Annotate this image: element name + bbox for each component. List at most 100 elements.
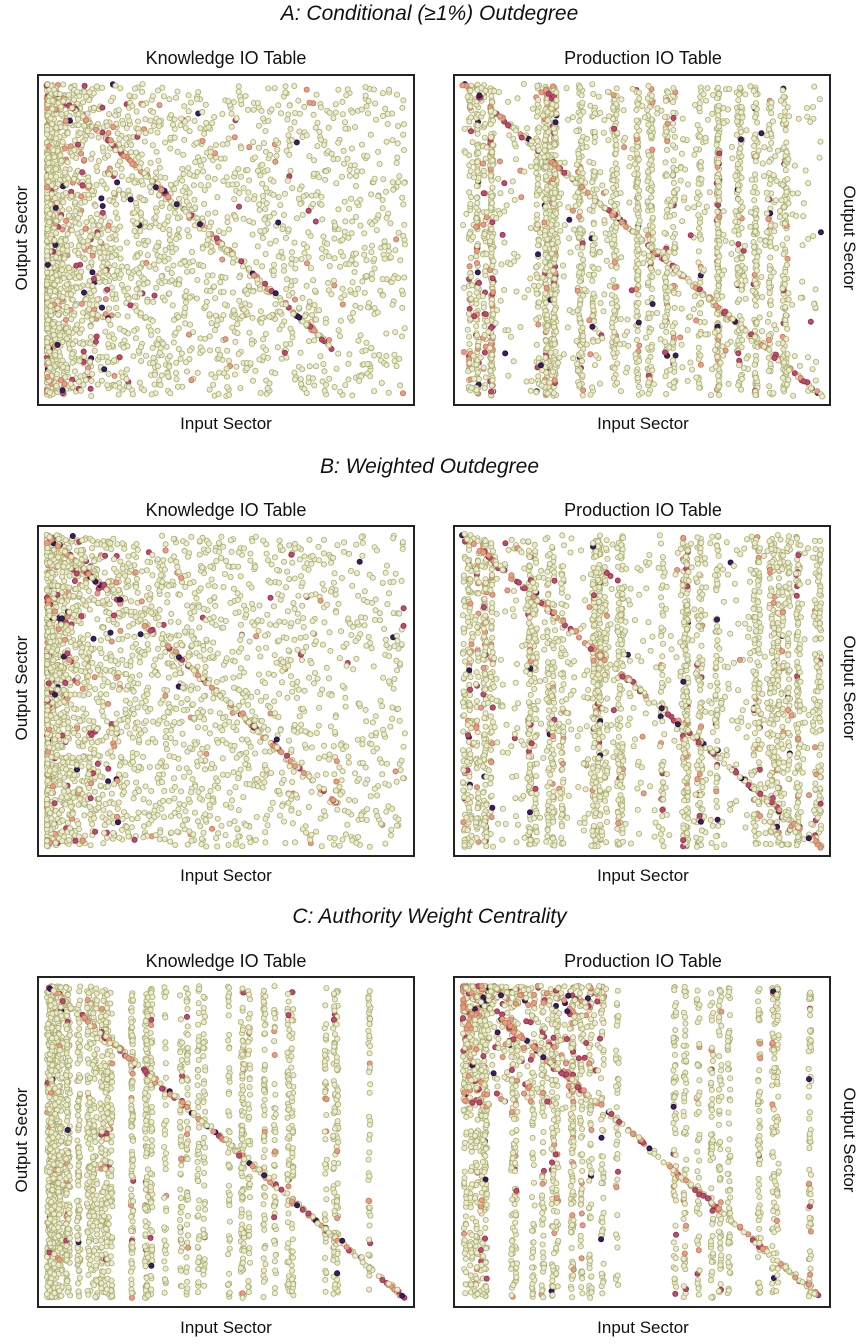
data-point — [47, 364, 54, 371]
data-point — [365, 97, 372, 104]
data-point — [753, 100, 760, 107]
data-point — [266, 380, 273, 387]
data-point — [45, 166, 52, 173]
data-point — [60, 81, 67, 88]
data-point — [481, 349, 488, 356]
data-point — [180, 151, 187, 158]
data-point — [117, 255, 124, 262]
data-point — [235, 350, 242, 357]
data-point — [222, 274, 229, 281]
data-point — [139, 88, 146, 95]
data-point — [669, 142, 676, 149]
data-point — [550, 368, 557, 375]
data-point — [106, 171, 113, 178]
data-point — [591, 271, 598, 278]
data-point — [734, 161, 741, 168]
data-point — [200, 262, 207, 269]
data-point — [277, 202, 284, 209]
data-point — [131, 327, 138, 334]
data-point — [298, 381, 305, 388]
data-point — [167, 145, 174, 152]
data-point — [212, 209, 219, 216]
data-point — [93, 301, 100, 308]
data-point — [466, 305, 473, 312]
data-point — [262, 330, 269, 337]
data-point — [127, 274, 134, 281]
data-point — [368, 242, 375, 249]
data-point — [63, 303, 70, 310]
data-point — [78, 193, 85, 200]
data-point — [102, 296, 109, 303]
data-point — [576, 117, 583, 124]
data-point — [174, 215, 181, 222]
data-point — [714, 275, 721, 282]
data-point — [173, 235, 180, 242]
data-point — [257, 172, 264, 179]
data-point — [87, 233, 94, 240]
data-point — [69, 341, 76, 348]
data-point — [59, 260, 66, 267]
data-point — [371, 175, 378, 182]
diagonal-point — [107, 137, 114, 144]
data-point — [752, 171, 759, 178]
data-point — [663, 147, 670, 154]
data-point — [783, 149, 790, 156]
data-point — [399, 304, 406, 311]
data-point — [305, 254, 312, 261]
data-point — [111, 335, 118, 342]
data-point — [228, 110, 235, 117]
data-point — [663, 128, 670, 135]
data-point — [357, 222, 364, 229]
data-point — [738, 109, 745, 116]
data-point — [549, 227, 556, 234]
data-point — [206, 347, 213, 354]
data-point — [144, 279, 151, 286]
data-point — [167, 112, 174, 119]
data-point — [68, 193, 75, 200]
panel-title-a-production: Production IO Table — [564, 48, 722, 68]
data-point — [579, 324, 586, 331]
data-point — [215, 163, 222, 170]
data-point — [220, 288, 227, 295]
data-point — [95, 231, 102, 238]
data-point — [252, 367, 259, 374]
data-point — [123, 135, 130, 142]
data-point — [123, 239, 130, 246]
data-point — [487, 238, 494, 245]
data-point — [165, 213, 172, 220]
data-point — [474, 269, 481, 276]
data-point — [96, 249, 103, 256]
data-point — [49, 121, 56, 128]
data-point — [312, 192, 319, 199]
data-point — [111, 272, 118, 279]
data-point — [185, 108, 192, 115]
data-point — [99, 84, 106, 91]
data-point — [87, 323, 94, 330]
data-point — [286, 102, 293, 109]
data-point — [336, 333, 343, 340]
data-point — [69, 296, 76, 303]
data-point — [45, 154, 52, 161]
data-point — [359, 168, 366, 175]
data-point — [187, 321, 194, 328]
data-point — [335, 206, 342, 213]
data-point — [204, 210, 211, 217]
data-point — [259, 263, 266, 270]
data-point — [105, 316, 112, 323]
data-point — [118, 281, 125, 288]
data-point — [768, 140, 775, 147]
data-point — [71, 368, 78, 375]
data-point — [767, 243, 774, 250]
data-point — [119, 263, 126, 270]
data-point — [279, 322, 286, 329]
data-point — [75, 214, 82, 221]
data-point — [752, 158, 759, 165]
data-point — [669, 99, 676, 106]
data-point — [165, 373, 172, 380]
data-point — [635, 383, 642, 390]
data-point — [257, 286, 264, 293]
data-point — [346, 166, 353, 173]
data-point — [393, 236, 400, 243]
data-point — [124, 263, 131, 270]
diagonal-point — [152, 184, 159, 191]
